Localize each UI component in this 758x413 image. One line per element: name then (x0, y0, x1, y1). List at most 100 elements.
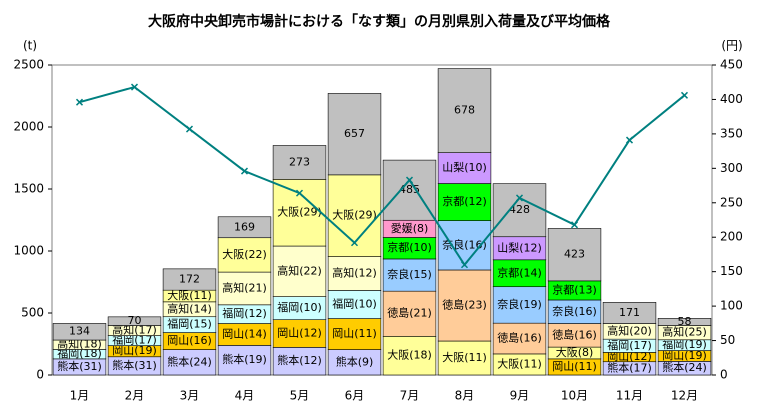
price-marker (295, 189, 304, 197)
bar-segment (492, 322, 547, 355)
segment-label: 熊本(12) (277, 353, 322, 367)
y-tick-label: 2500 (13, 58, 44, 72)
x-tick-label: 1月 (70, 389, 90, 403)
segment-label: 福岡(12) (222, 306, 267, 320)
bar-segment (547, 228, 602, 282)
x-tick-label: 7月 (400, 389, 420, 403)
y-tick-label: 0 (36, 368, 44, 382)
segment-label: 奈良(16) (552, 304, 597, 318)
bar-segment (272, 319, 327, 348)
segment-label: 熊本(9) (336, 354, 374, 368)
x-tick-label: 8月 (455, 389, 475, 403)
y-tick-label: 500 (21, 306, 44, 320)
segment-label: 高知(22) (277, 263, 322, 277)
price-marker (570, 221, 579, 229)
segment-label: 熊本(31) (57, 359, 102, 373)
y2-tick-label: 300 (720, 161, 743, 175)
price-marker (515, 194, 524, 202)
bar-segment (272, 245, 327, 297)
bar-segment (602, 302, 657, 324)
segment-label: 岡山(12) (277, 327, 322, 340)
y2-tick-label: 0 (720, 368, 728, 382)
segment-label: 大阪(11) (442, 350, 487, 364)
segment-label: 172 (179, 273, 200, 286)
price-marker (460, 261, 469, 269)
bar-segment (492, 183, 547, 238)
segment-label: 徳島(21) (387, 306, 432, 320)
bar-segment (382, 258, 437, 292)
bar-segment (437, 68, 492, 153)
segment-label: 山梨(10) (442, 160, 487, 174)
chart-title: 大阪府中央卸売市場計における「なす類」の月別県別入荷量及び平均価格 (148, 13, 611, 30)
bar-segment (327, 318, 382, 350)
bar-segment (272, 179, 327, 247)
y2-tick-label: 350 (720, 126, 743, 140)
segment-label: 愛媛(8) (391, 221, 429, 235)
segment-label: 678 (454, 104, 475, 117)
bar-segment (437, 340, 492, 376)
segment-label: 岡山(11) (552, 360, 597, 373)
x-tick-label: 4月 (235, 389, 255, 403)
bar-segment (492, 259, 547, 288)
price-marker (240, 167, 249, 175)
segment-label: 大阪(18) (387, 348, 432, 362)
y-tick-label: 2000 (13, 120, 44, 134)
bar-segment (217, 237, 272, 273)
bar-segment (437, 183, 492, 221)
x-tick-label: 3月 (180, 389, 200, 403)
segment-label: 高知(25) (662, 325, 707, 339)
price-marker (75, 98, 84, 106)
segment-label: 京都(13) (552, 282, 597, 296)
y2-tick-label: 150 (720, 264, 743, 278)
bar-segment (327, 256, 382, 291)
plot-area (51, 64, 713, 376)
price-marker (405, 176, 414, 184)
segment-label: 高知(12) (332, 266, 377, 280)
segment-label: 岡山(11) (332, 327, 377, 340)
segment-label: 京都(10) (387, 240, 432, 254)
segment-label: 高知(21) (222, 280, 267, 294)
bar-segment (382, 159, 437, 221)
y-unit: (t) (23, 39, 37, 53)
segment-label: 福岡(15) (167, 317, 212, 331)
bar-segment (217, 271, 272, 306)
price-line (79, 85, 686, 267)
bar-segment (327, 349, 382, 376)
x-tick-label: 12月 (671, 389, 698, 403)
bar-segment (162, 349, 217, 376)
bar-segment (437, 269, 492, 342)
segment-label: 熊本(24) (167, 354, 212, 368)
y-tick-label: 1500 (13, 182, 44, 196)
bar-segment (327, 290, 382, 319)
segment-label: 岡山(19) (662, 349, 707, 362)
segment-label: 京都(14) (497, 265, 542, 279)
segment-label: 273 (289, 155, 310, 168)
x-tick-label: 11月 (616, 389, 643, 403)
segment-label: 岡山(19) (112, 344, 157, 357)
segment-label: 70 (128, 314, 142, 327)
segment-label: 福岡(19) (662, 337, 707, 351)
price-marker (680, 91, 689, 99)
segment-label: 熊本(31) (112, 358, 157, 372)
price-marker (185, 125, 194, 133)
y2-tick-label: 50 (720, 333, 735, 347)
y2-unit: (円) (721, 39, 742, 53)
segment-label: 428 (509, 203, 530, 216)
bar-segment (217, 345, 272, 376)
segment-label: 大阪(11) (167, 288, 212, 302)
segment-label: 大阪(8) (556, 345, 594, 359)
segment-label: 423 (564, 248, 585, 261)
segment-label: 岡山(14) (222, 327, 267, 340)
segment-label: 大阪(22) (222, 247, 267, 261)
x-tick-label: 2月 (125, 389, 145, 403)
segment-label: 奈良(19) (497, 297, 542, 311)
segment-label: 熊本(19) (222, 352, 267, 366)
y-tick-label: 1000 (13, 244, 44, 258)
segment-label: 福岡(10) (332, 297, 377, 311)
bar-segment (107, 316, 162, 326)
segment-label: 大阪(29) (332, 208, 377, 222)
segment-label: 徳島(16) (552, 327, 597, 341)
bar-segment (382, 336, 437, 376)
bar-segment (327, 93, 382, 176)
bar-segment (52, 323, 107, 341)
